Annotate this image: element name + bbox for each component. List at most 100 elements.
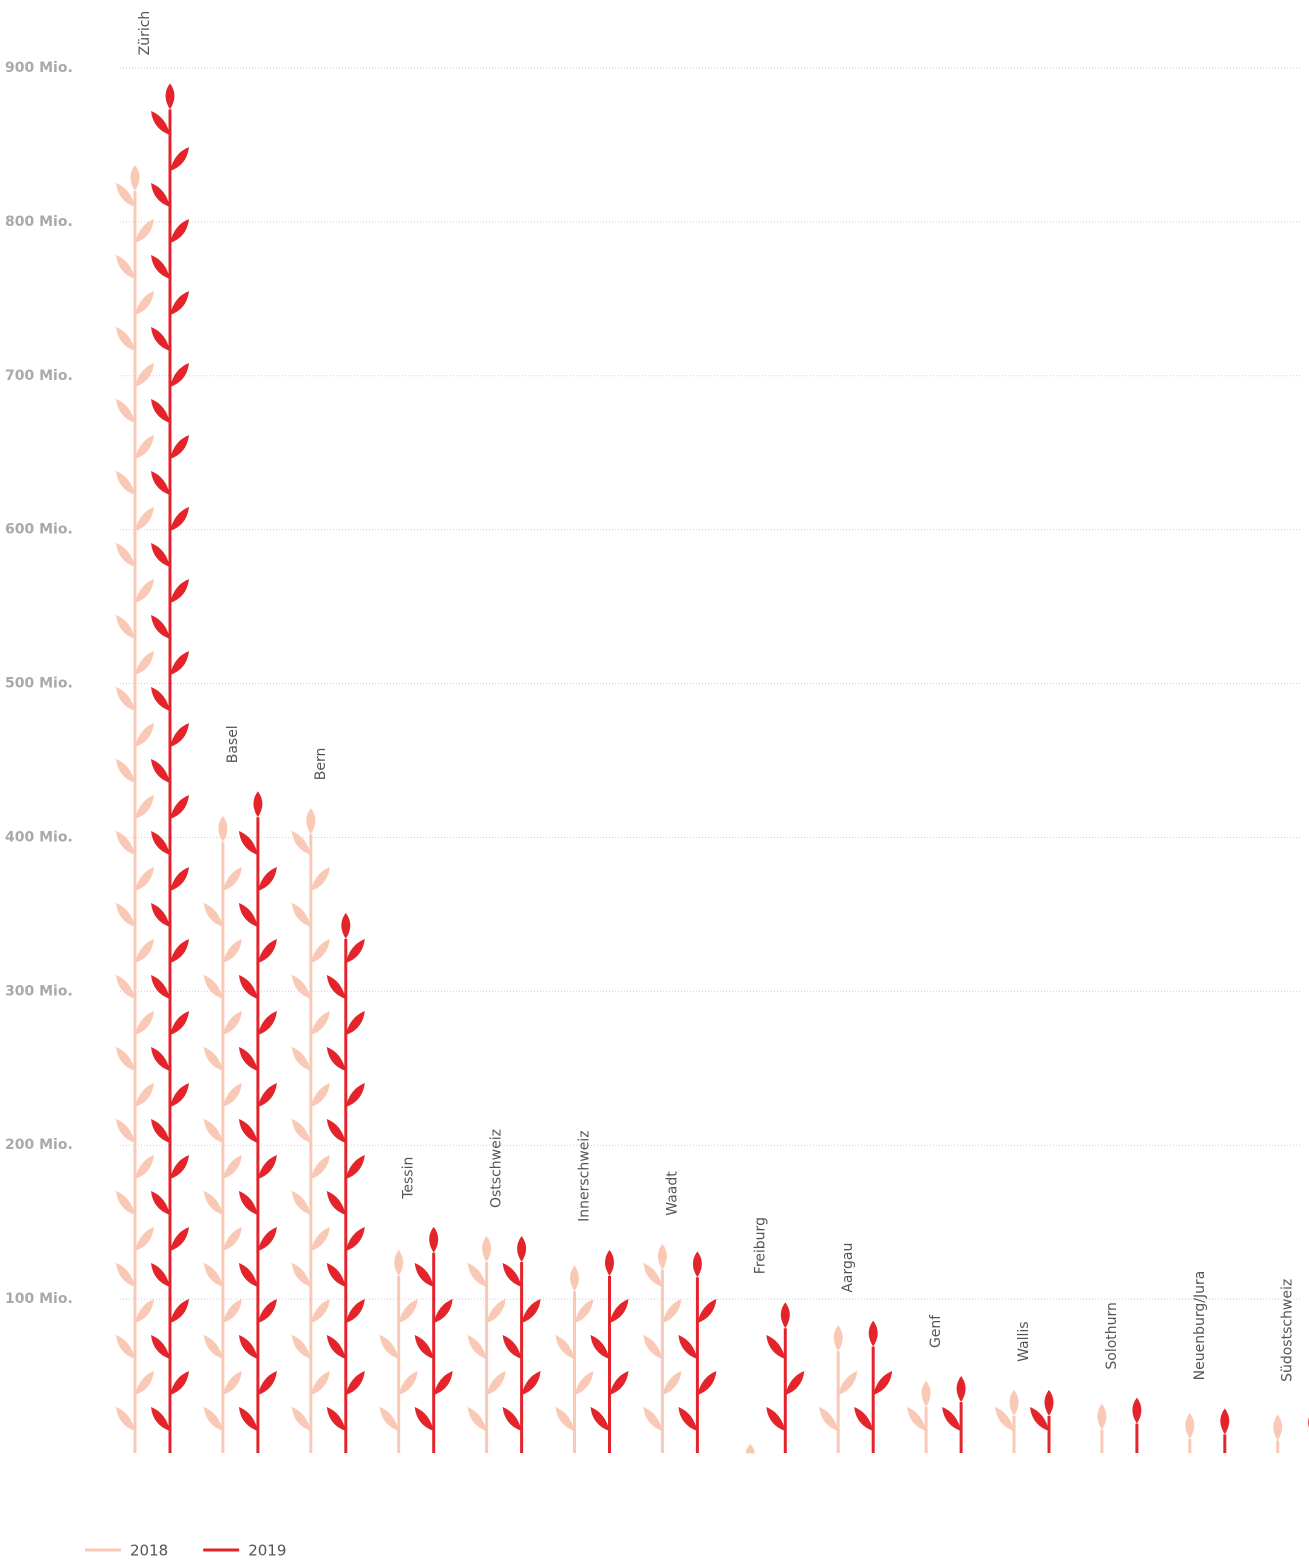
leaf [170,795,189,819]
leaf [521,1299,541,1323]
leaf [942,1407,962,1431]
leaf [170,1011,189,1035]
leaf [135,363,154,387]
leaf [433,1299,453,1323]
leaf [590,1407,610,1431]
plant [326,912,365,1453]
plant [854,1320,893,1453]
leaf [135,1371,154,1395]
bud [780,1302,790,1329]
leaf [257,1299,277,1323]
bud [394,1249,404,1276]
category-label: Südostschweiz [1280,1279,1296,1382]
leaf [291,1047,311,1071]
plant [766,1302,805,1453]
y-tick-label: 800 Mio. [5,214,73,230]
leaf [116,759,135,783]
bud [341,912,351,939]
leaf [238,1119,258,1143]
leaf [291,1335,311,1359]
category-label: Genf [928,1314,944,1348]
plant [1185,1412,1195,1453]
bud [1273,1414,1283,1441]
bud [1009,1389,1019,1416]
leaf [310,1299,330,1323]
bud [833,1325,843,1352]
plant [1132,1397,1142,1453]
leaf [151,1119,170,1143]
bud [218,815,228,842]
plant [1273,1414,1283,1453]
leaf [398,1371,418,1395]
bud [1097,1403,1107,1430]
leaf [151,327,170,351]
leaf [116,1335,135,1359]
plant [1030,1389,1054,1453]
bud [1220,1408,1230,1435]
leaf [151,759,170,783]
leaf [116,327,135,351]
leaf [238,975,258,999]
leaf [116,615,135,639]
leaf [345,1083,365,1107]
leaf [697,1371,717,1395]
leaf [291,1119,311,1143]
plant [643,1243,682,1453]
leaf [326,1119,346,1143]
leaf [574,1299,594,1323]
leaf [170,1299,189,1323]
plant [590,1249,629,1453]
plant [995,1389,1019,1453]
leaf [238,1263,258,1287]
leaf [151,687,170,711]
leaf [643,1335,663,1359]
plant [745,1443,755,1454]
leaf [326,1047,346,1071]
leaf [467,1263,487,1287]
leaf [135,1299,154,1323]
leaf [116,255,135,279]
y-tick-label: 300 Mio. [5,983,73,999]
plant [502,1236,541,1453]
bud [1185,1412,1195,1439]
leaf [116,543,135,567]
leaf [203,975,223,999]
y-tick-label: 900 Mio. [5,60,73,76]
leaf [151,1047,170,1071]
leaf [170,579,189,603]
leaf [135,1083,154,1107]
leaf [135,1155,154,1179]
y-tick-label: 500 Mio. [5,676,73,692]
leaf [170,1155,189,1179]
leaf [486,1299,506,1323]
leaf [310,867,330,891]
leaf [662,1299,682,1323]
leaf [151,831,170,855]
leaf [291,831,311,855]
leaf [574,1371,594,1395]
leaf [170,1083,189,1107]
leaf [345,1299,365,1323]
leaf [238,1191,258,1215]
leaf [643,1407,663,1431]
leaf [151,399,170,423]
leaf [151,471,170,495]
leaf [257,1371,277,1395]
bud [570,1265,579,1292]
leaf [222,1371,242,1395]
leaf [238,1335,258,1359]
leaf [170,363,189,387]
leaf [238,831,258,855]
leaf [203,1047,223,1071]
category-label: Solothurn [1104,1302,1120,1370]
category-label: Aargau [840,1243,856,1293]
leaf [135,867,154,891]
y-tick-label: 100 Mio. [5,1291,73,1307]
leaf [291,975,311,999]
leaf [170,507,189,531]
leaf [135,507,154,531]
leaf [310,1155,330,1179]
y-tick-label: 400 Mio. [5,829,73,845]
leaf [222,1083,242,1107]
leaf [873,1371,893,1395]
